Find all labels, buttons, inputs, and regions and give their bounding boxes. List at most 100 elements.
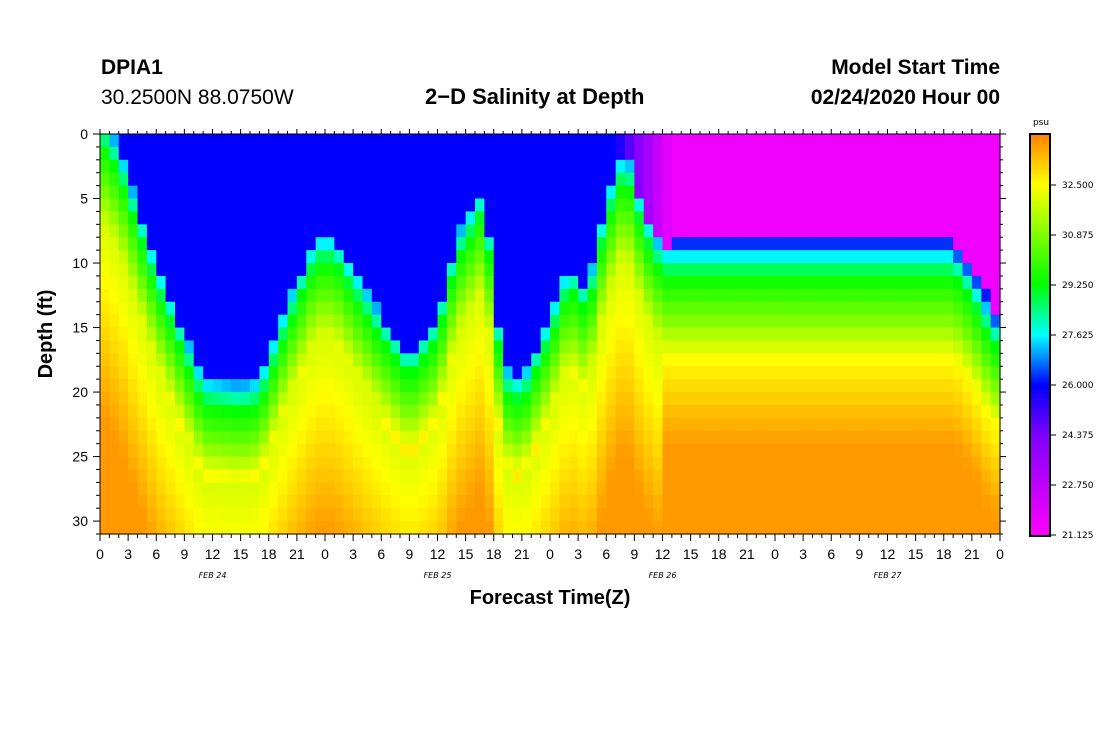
heatmap-cell bbox=[371, 379, 382, 393]
heatmap-cell bbox=[990, 366, 1001, 380]
heatmap-cell bbox=[634, 146, 645, 161]
heatmap-cell bbox=[503, 288, 514, 303]
heatmap-cell bbox=[793, 159, 804, 174]
heatmap-cell bbox=[109, 237, 120, 251]
heatmap-cell bbox=[840, 482, 851, 496]
heatmap-cell bbox=[887, 392, 898, 406]
heatmap-cell bbox=[231, 392, 242, 406]
heatmap-cell bbox=[953, 134, 964, 148]
heatmap-cell bbox=[662, 314, 673, 329]
heatmap-cell bbox=[371, 275, 382, 290]
heatmap-cell bbox=[653, 430, 664, 445]
heatmap-cell bbox=[137, 430, 148, 445]
heatmap-cell bbox=[456, 521, 467, 535]
heatmap-cell bbox=[718, 508, 729, 522]
heatmap-cell bbox=[803, 288, 814, 303]
heatmap-cell bbox=[756, 250, 767, 264]
heatmap-cell bbox=[625, 508, 635, 522]
heatmap-cell bbox=[193, 237, 204, 251]
heatmap-cell bbox=[503, 495, 514, 509]
heatmap-cell bbox=[812, 172, 823, 187]
heatmap-cell bbox=[784, 340, 795, 354]
heatmap-cell bbox=[343, 508, 354, 522]
heatmap-cell bbox=[690, 482, 701, 496]
heatmap-cell bbox=[756, 353, 767, 367]
heatmap-cell bbox=[184, 508, 195, 522]
heatmap-cell bbox=[896, 379, 907, 393]
heatmap-cell bbox=[756, 263, 767, 277]
heatmap-cell bbox=[728, 379, 739, 393]
heatmap-cell bbox=[803, 495, 814, 509]
heatmap-cell bbox=[390, 340, 401, 354]
heatmap-cell bbox=[475, 314, 485, 329]
heatmap-cell bbox=[793, 430, 804, 445]
heatmap-cell bbox=[100, 430, 110, 445]
heatmap-cell bbox=[400, 443, 410, 458]
heatmap-cell bbox=[484, 301, 495, 316]
heatmap-cell bbox=[165, 314, 176, 329]
heatmap-cell bbox=[428, 327, 439, 342]
heatmap-cell bbox=[709, 482, 720, 496]
heatmap-cell bbox=[803, 417, 814, 432]
heatmap-cell bbox=[990, 417, 1001, 432]
heatmap-cell bbox=[437, 379, 448, 393]
heatmap-cell bbox=[746, 417, 757, 432]
heatmap-cell bbox=[287, 417, 298, 432]
heatmap-cell bbox=[353, 314, 364, 329]
heatmap-cell bbox=[550, 301, 560, 316]
heatmap-cell bbox=[643, 146, 654, 161]
heatmap-cell bbox=[184, 288, 195, 303]
heatmap-cell bbox=[409, 198, 420, 213]
heatmap-cell bbox=[578, 392, 589, 406]
heatmap-cell bbox=[578, 430, 589, 445]
heatmap-cell bbox=[550, 469, 560, 483]
heatmap-cell bbox=[325, 521, 335, 535]
heatmap-cell bbox=[906, 263, 917, 277]
heatmap-cell bbox=[756, 392, 767, 406]
heatmap-cell bbox=[475, 495, 485, 509]
heatmap-cell bbox=[690, 314, 701, 329]
heatmap-cell bbox=[118, 508, 129, 522]
heatmap-cell bbox=[484, 250, 495, 264]
heatmap-cell bbox=[990, 430, 1001, 445]
heatmap-cell bbox=[137, 288, 148, 303]
heatmap-cell bbox=[559, 172, 570, 187]
heatmap-cell bbox=[746, 301, 757, 316]
heatmap-cell bbox=[137, 301, 148, 316]
heatmap-cell bbox=[821, 159, 832, 174]
heatmap-cell bbox=[193, 508, 204, 522]
heatmap-cell bbox=[137, 482, 148, 496]
heatmap-cell bbox=[868, 134, 879, 148]
heatmap-cell bbox=[821, 263, 832, 277]
heatmap-cell bbox=[587, 469, 598, 483]
heatmap-cell bbox=[465, 495, 476, 509]
heatmap-cell bbox=[850, 198, 860, 213]
heatmap-cell bbox=[428, 237, 439, 251]
heatmap-cell bbox=[634, 263, 645, 277]
heatmap-cell bbox=[118, 314, 129, 329]
heatmap-cell bbox=[259, 250, 270, 264]
x-tick-label: 3 bbox=[124, 546, 132, 562]
heatmap-cell bbox=[850, 250, 860, 264]
heatmap-cell bbox=[971, 482, 982, 496]
heatmap-cell bbox=[925, 482, 935, 496]
heatmap-cell bbox=[859, 159, 870, 174]
heatmap-cell bbox=[531, 159, 542, 174]
heatmap-cell bbox=[943, 224, 954, 238]
heatmap-cell bbox=[803, 430, 814, 445]
heatmap-cell bbox=[559, 469, 570, 483]
heatmap-cell bbox=[915, 211, 926, 225]
heatmap-cell bbox=[306, 443, 317, 458]
heatmap-cell bbox=[343, 482, 354, 496]
heatmap-cell bbox=[381, 314, 392, 329]
heatmap-cell bbox=[634, 250, 645, 264]
heatmap-cell bbox=[859, 456, 870, 471]
heatmap-cell bbox=[315, 146, 326, 161]
heatmap-cell bbox=[512, 159, 523, 174]
heatmap-cell bbox=[578, 340, 589, 354]
heatmap-cell bbox=[221, 134, 232, 148]
heatmap-cell bbox=[615, 379, 626, 393]
heatmap-cell bbox=[943, 301, 954, 316]
heatmap-cell bbox=[943, 482, 954, 496]
heatmap-cell bbox=[100, 521, 110, 535]
